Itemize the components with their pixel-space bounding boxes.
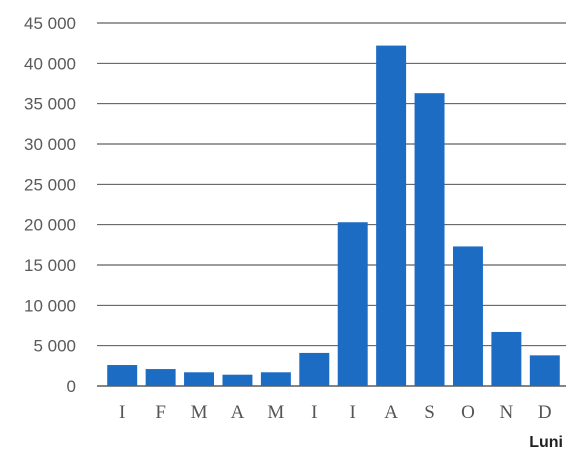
y-tick-label: 45 000 bbox=[24, 14, 76, 33]
bar-2 bbox=[184, 372, 215, 386]
x-tick-label: I bbox=[311, 402, 317, 423]
bar-3 bbox=[222, 374, 253, 386]
y-tick-label: 10 000 bbox=[24, 296, 76, 315]
x-tick-label: A bbox=[231, 402, 245, 423]
bar-0 bbox=[107, 365, 138, 386]
y-tick-label: 35 000 bbox=[24, 95, 76, 114]
y-tick-label: 5 000 bbox=[33, 337, 76, 356]
x-tick-label: M bbox=[267, 402, 284, 423]
x-tick-label: N bbox=[500, 402, 514, 423]
x-tick-label: I bbox=[119, 402, 125, 423]
bar-8 bbox=[414, 93, 445, 387]
y-tick-label: 40 000 bbox=[24, 54, 76, 73]
bar-5 bbox=[299, 352, 330, 386]
x-tick-label: A bbox=[384, 402, 398, 423]
y-tick-label: 20 000 bbox=[24, 216, 76, 235]
x-tick-label: D bbox=[538, 402, 552, 423]
y-tick-label: 30 000 bbox=[24, 135, 76, 154]
y-tick-label: 25 000 bbox=[24, 175, 76, 194]
y-tick-label: 15 000 bbox=[24, 256, 76, 275]
bar-1 bbox=[145, 369, 176, 386]
x-tick-label: F bbox=[155, 402, 166, 423]
x-tick-label: O bbox=[461, 402, 475, 423]
x-tick-label: M bbox=[191, 402, 208, 423]
x-axis-title: Luni bbox=[529, 434, 563, 451]
bar-9 bbox=[452, 246, 483, 386]
gridlines bbox=[97, 22, 566, 387]
bar-6 bbox=[337, 222, 368, 386]
bar-11 bbox=[529, 355, 560, 386]
x-tick-label: I bbox=[350, 402, 356, 423]
bars bbox=[107, 45, 560, 387]
bar-7 bbox=[376, 45, 407, 386]
bar-4 bbox=[260, 372, 291, 386]
y-axis-tick-labels: 0 5 000 10 000 15 000 20 000 25 000 30 000 35 0… bbox=[24, 14, 76, 396]
x-tick-label: S bbox=[424, 402, 435, 423]
y-tick-label: 0 bbox=[67, 377, 76, 396]
bar-10 bbox=[491, 331, 522, 386]
